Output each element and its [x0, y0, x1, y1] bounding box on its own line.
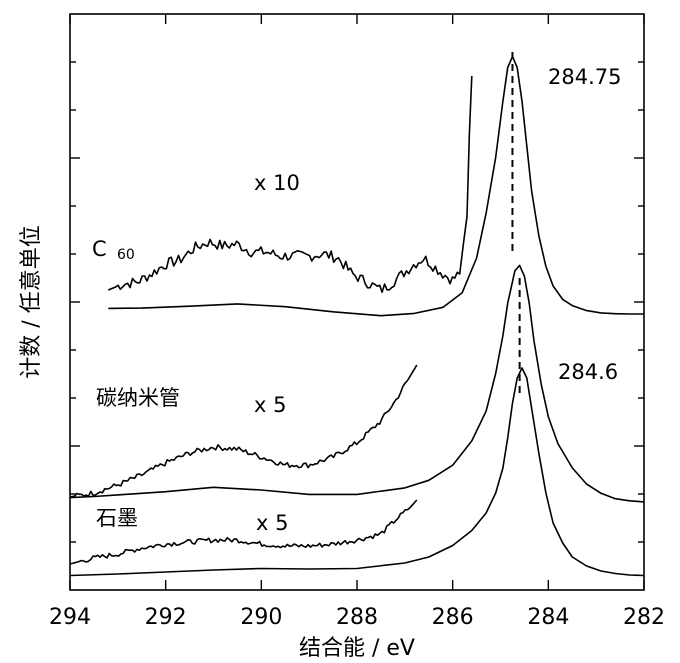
x-tick-label-290: 290 [240, 605, 282, 630]
spectra [69, 55, 645, 577]
x-tick-label-292: 292 [145, 605, 187, 630]
scale-label-c60: x 10 [254, 171, 300, 195]
y-ticks [70, 61, 644, 543]
x-tick-label-294: 294 [49, 605, 91, 630]
peak-label-c60: 284.75 [548, 65, 621, 89]
x-tick-label-288: 288 [336, 605, 378, 630]
x-tick-label-284: 284 [527, 605, 569, 630]
x-axis-title: 结合能 / eV [299, 636, 415, 661]
x-tick-label-286: 286 [432, 605, 474, 630]
series-graphite [69, 367, 645, 577]
series-cnt [69, 264, 645, 503]
x-ticks: 294 292 290 288 286 284 282 [49, 14, 665, 630]
sample-label-cnt: 碳纳米管 [96, 386, 180, 410]
x-tick-label-282: 282 [623, 605, 665, 630]
series-cnt_x5 [69, 364, 418, 498]
series-graphite_x5 [69, 499, 418, 565]
y-axis-title: 计数 / 任意单位 [19, 225, 44, 378]
scale-label-graphite: x 5 [256, 511, 288, 535]
series-c60_x10 [107, 75, 473, 293]
series-c60 [108, 55, 644, 317]
sample-label-graphite: 石墨 [96, 506, 138, 530]
scale-label-cnt: x 5 [254, 393, 286, 417]
sample-label-c60-subscript: 60 [117, 247, 135, 263]
peak-label-cnt: 284.6 [558, 360, 618, 384]
sample-label-c60: C [92, 237, 107, 261]
plot-frame [69, 13, 645, 591]
